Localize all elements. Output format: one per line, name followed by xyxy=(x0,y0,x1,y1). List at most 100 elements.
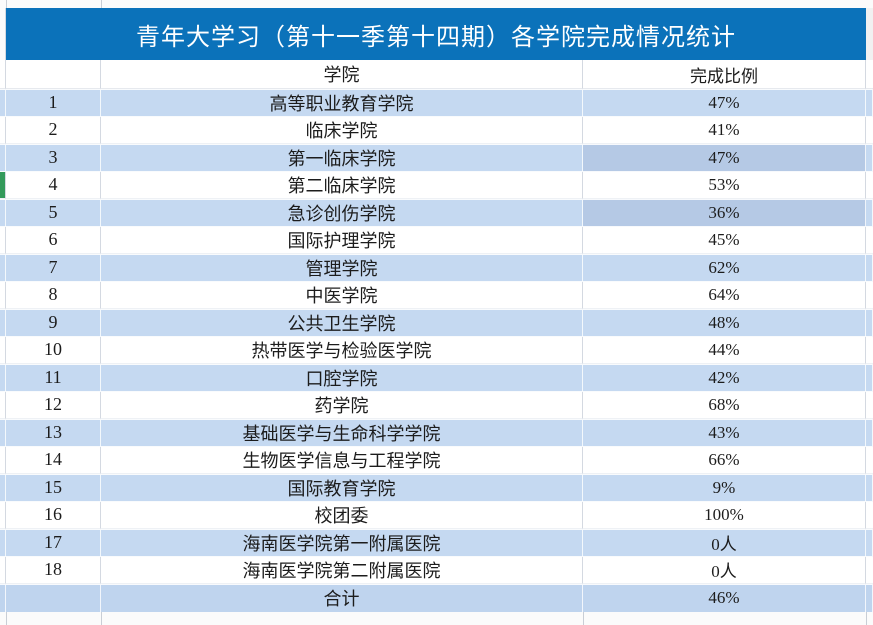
total-ratio-cell[interactable]: 46% xyxy=(583,584,866,612)
college-name-cell[interactable]: 高等职业教育学院 xyxy=(101,89,583,117)
left-column-sliver xyxy=(0,336,6,364)
left-column-sliver xyxy=(0,501,6,529)
college-name-cell[interactable]: 第一临床学院 xyxy=(101,144,583,172)
college-name-cell[interactable]: 临床学院 xyxy=(101,116,583,144)
right-column-sliver xyxy=(866,336,873,364)
completion-ratio-cell[interactable]: 62% xyxy=(583,254,866,282)
row-number-cell[interactable]: 6 xyxy=(6,226,101,254)
right-column-sliver xyxy=(866,254,873,282)
completion-ratio-cell[interactable]: 45% xyxy=(583,226,866,254)
right-column-sliver xyxy=(866,226,873,254)
college-name-cell[interactable]: 生物医学信息与工程学院 xyxy=(101,446,583,474)
college-name-cell[interactable]: 热带医学与检验医学院 xyxy=(101,336,583,364)
row-number-cell[interactable]: 10 xyxy=(6,336,101,364)
right-column-sliver xyxy=(866,60,873,89)
completion-ratio-cell[interactable]: 100% xyxy=(583,501,866,529)
total-row: 合计 46% xyxy=(0,584,873,612)
completion-ratio-cell[interactable]: 68% xyxy=(583,391,866,419)
header-row: 学院 完成比例 xyxy=(0,60,873,89)
row-number-cell[interactable]: 4 xyxy=(6,171,101,199)
table-row: 5 急诊创伤学院 36% xyxy=(0,199,873,227)
college-name-cell[interactable]: 校团委 xyxy=(101,501,583,529)
row-number-cell[interactable]: 2 xyxy=(6,116,101,144)
left-column-sliver xyxy=(0,391,6,419)
row-number-cell[interactable]: 3 xyxy=(6,144,101,172)
college-name-cell[interactable]: 基础医学与生命科学学院 xyxy=(101,419,583,447)
gridline xyxy=(101,611,102,625)
right-column-sliver xyxy=(866,364,873,392)
left-column-sliver xyxy=(0,446,6,474)
table-row: 1 高等职业教育学院 47% xyxy=(0,89,873,117)
row-number-cell[interactable]: 12 xyxy=(6,391,101,419)
row-number-column-header[interactable] xyxy=(6,60,101,89)
row-number-cell[interactable]: 16 xyxy=(6,501,101,529)
left-column-sliver xyxy=(0,419,6,447)
table-row: 13 基础医学与生命科学学院 43% xyxy=(0,419,873,447)
row-selection-marker xyxy=(0,171,5,198)
left-column-sliver xyxy=(0,144,6,172)
row-number-cell[interactable]: 18 xyxy=(6,556,101,584)
left-column-sliver xyxy=(0,584,6,612)
completion-ratio-cell[interactable]: 0人 xyxy=(583,529,866,557)
completion-ratio-cell[interactable]: 47% xyxy=(583,89,866,117)
college-name-cell[interactable]: 海南医学院第二附属医院 xyxy=(101,556,583,584)
college-name-cell[interactable]: 国际教育学院 xyxy=(101,474,583,502)
completion-ratio-cell[interactable]: 41% xyxy=(583,116,866,144)
row-number-cell[interactable]: 5 xyxy=(6,199,101,227)
completion-ratio-cell[interactable]: 48% xyxy=(583,309,866,337)
college-name-cell[interactable]: 急诊创伤学院 xyxy=(101,199,583,227)
left-column-sliver xyxy=(0,529,6,557)
completion-ratio-cell[interactable]: 44% xyxy=(583,336,866,364)
row-number-cell[interactable]: 1 xyxy=(6,89,101,117)
college-name-cell[interactable]: 公共卫生学院 xyxy=(101,309,583,337)
right-column-sliver xyxy=(866,89,873,117)
table-title-cell[interactable]: 青年大学习（第十一季第十四期）各学院完成情况统计 xyxy=(6,8,866,60)
completion-ratio-cell[interactable]: 0人 xyxy=(583,556,866,584)
completion-ratio-cell[interactable]: 66% xyxy=(583,446,866,474)
row-number-cell[interactable]: 14 xyxy=(6,446,101,474)
right-column-sliver xyxy=(866,281,873,309)
completion-ratio-cell[interactable]: 43% xyxy=(583,419,866,447)
total-number-cell[interactable] xyxy=(6,584,101,612)
gridline xyxy=(6,0,7,8)
table-row: 2 临床学院 41% xyxy=(0,116,873,144)
table-row: 7 管理学院 62% xyxy=(0,254,873,282)
college-column-header[interactable]: 学院 xyxy=(101,60,583,89)
row-number-cell[interactable]: 13 xyxy=(6,419,101,447)
left-column-sliver xyxy=(0,199,6,227)
total-label-cell[interactable]: 合计 xyxy=(101,584,583,612)
completion-ratio-cell[interactable]: 9% xyxy=(583,474,866,502)
completion-ratio-cell[interactable]: 42% xyxy=(583,364,866,392)
college-name-cell[interactable]: 药学院 xyxy=(101,391,583,419)
row-number-cell[interactable]: 11 xyxy=(6,364,101,392)
college-name-cell[interactable]: 海南医学院第一附属医院 xyxy=(101,529,583,557)
right-column-sliver xyxy=(866,171,873,199)
completion-ratio-cell[interactable]: 64% xyxy=(583,281,866,309)
top-gridline-strip xyxy=(0,0,873,8)
gridline xyxy=(101,0,102,8)
college-name-cell[interactable]: 国际护理学院 xyxy=(101,226,583,254)
gridline xyxy=(6,611,7,625)
completion-ratio-cell[interactable]: 47% xyxy=(583,144,866,172)
college-name-cell[interactable]: 口腔学院 xyxy=(101,364,583,392)
gridline xyxy=(583,611,584,625)
college-name-cell[interactable]: 中医学院 xyxy=(101,281,583,309)
row-number-cell[interactable]: 9 xyxy=(6,309,101,337)
right-column-sliver xyxy=(866,556,873,584)
row-number-cell[interactable]: 8 xyxy=(6,281,101,309)
left-column-sliver xyxy=(0,171,6,199)
college-name-cell[interactable]: 管理学院 xyxy=(101,254,583,282)
completion-ratio-cell[interactable]: 53% xyxy=(583,171,866,199)
right-column-sliver xyxy=(866,501,873,529)
completion-ratio-cell[interactable]: 36% xyxy=(583,199,866,227)
ratio-column-header[interactable]: 完成比例 xyxy=(583,60,866,89)
table-row: 11 口腔学院 42% xyxy=(0,364,873,392)
row-number-cell[interactable]: 7 xyxy=(6,254,101,282)
college-name-cell[interactable]: 第二临床学院 xyxy=(101,171,583,199)
table-row: 17 海南医学院第一附属医院 0人 xyxy=(0,529,873,557)
right-column-sliver xyxy=(866,419,873,447)
left-column-sliver xyxy=(0,226,6,254)
table-row: 14 生物医学信息与工程学院 66% xyxy=(0,446,873,474)
row-number-cell[interactable]: 17 xyxy=(6,529,101,557)
row-number-cell[interactable]: 15 xyxy=(6,474,101,502)
